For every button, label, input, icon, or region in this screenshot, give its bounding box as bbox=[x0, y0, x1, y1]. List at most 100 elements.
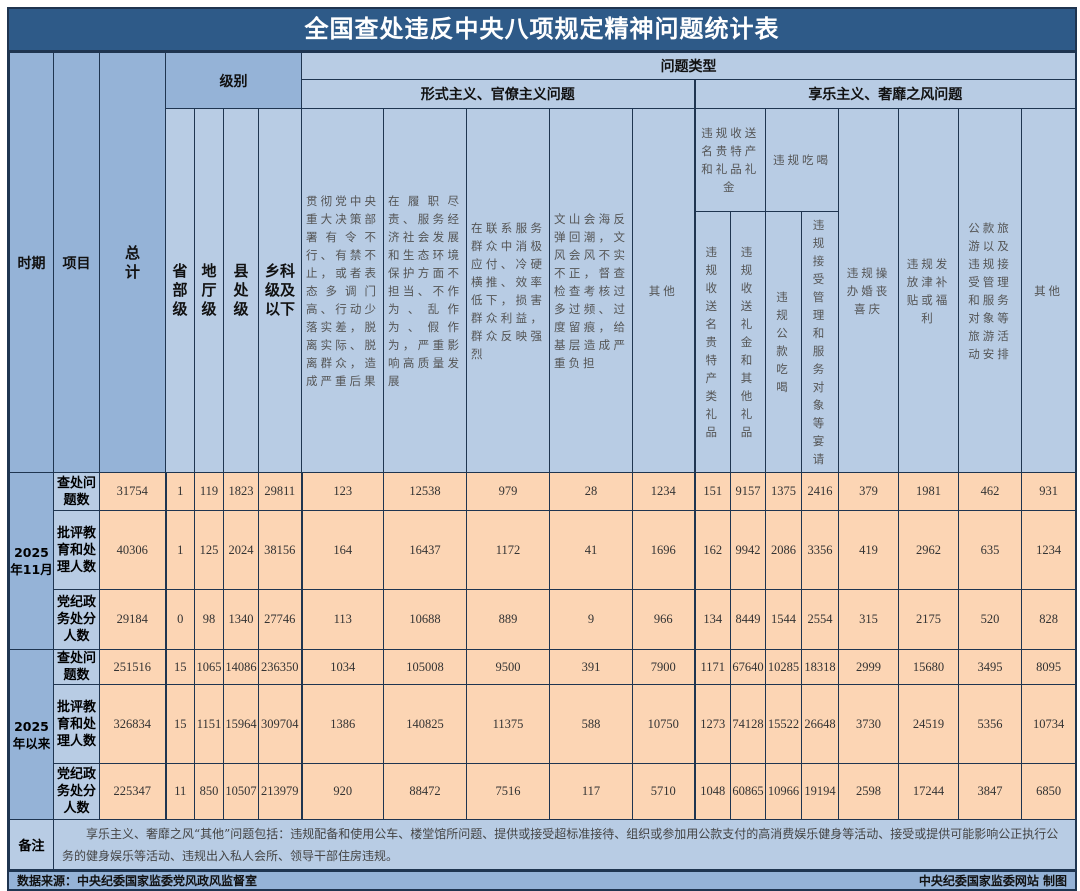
table-cell: 3730 bbox=[838, 684, 899, 764]
header-formalism-col: 其他 bbox=[632, 108, 695, 473]
header-hedonism-col: 违规发放津补贴或福利 bbox=[898, 108, 959, 473]
table-cell: 26648 bbox=[801, 684, 839, 764]
header-total: 总计 bbox=[99, 52, 166, 473]
header-item: 项目 bbox=[53, 52, 100, 473]
table-cell: 12538 bbox=[383, 472, 467, 511]
header-hedonism-col: 违规操办婚丧喜庆 bbox=[838, 108, 899, 473]
table-row: 批评教育和处理人数 40306 1 125 2024 38156 164 16437 1172 4… bbox=[10, 510, 1077, 590]
table-cell: 1172 bbox=[466, 510, 550, 590]
data-source: 数据来源：中央纪委国家监委党风政风监督室 bbox=[17, 874, 258, 888]
table-cell: 15680 bbox=[898, 649, 959, 685]
note-label: 备注 bbox=[9, 819, 54, 870]
table-cell: 966 bbox=[632, 589, 695, 650]
header-level-township: 乡科级及以下 bbox=[258, 108, 302, 473]
table-cell: 11375 bbox=[466, 684, 550, 764]
stats-table-container: 全国查处违反中央八项规定精神问题统计表 时期 项目 总计 级别 问题类型 形式主… bbox=[7, 7, 1077, 891]
table-cell: 31754 bbox=[99, 472, 166, 511]
table-cell: 920 bbox=[300, 763, 384, 820]
table-cell: 10750 bbox=[632, 684, 695, 764]
table-cell: 1273 bbox=[693, 684, 731, 764]
table-cell: 28 bbox=[549, 472, 633, 511]
table-cell: 931 bbox=[1020, 472, 1077, 511]
table-cell: 134 bbox=[693, 589, 731, 650]
table-cell: 9500 bbox=[466, 649, 550, 685]
table-row: 批评教育和处理人数 326834 15 1151 15964 309704 1386 1408… bbox=[10, 684, 1077, 764]
table-cell: 1386 bbox=[300, 684, 384, 764]
table-cell: 2598 bbox=[838, 763, 899, 820]
table-cell: 105008 bbox=[383, 649, 467, 685]
note-row: 备注 享乐主义、奢靡之风“其他”问题包括：违规配备和使用公车、楼堂馆所问题、提供或… bbox=[9, 819, 1077, 870]
table-cell: 309704 bbox=[258, 684, 302, 764]
table-cell: 27746 bbox=[258, 589, 302, 650]
table-cell: 9157 bbox=[730, 472, 766, 511]
table-row: 2025年以来 查处问题数 251516 15 1065 14086 236350 1034 1… bbox=[9, 649, 1077, 820]
table-cell: 1544 bbox=[765, 589, 802, 650]
table-cell: 1171 bbox=[693, 649, 731, 685]
table-cell: 1 bbox=[164, 472, 195, 511]
table-cell: 15 bbox=[164, 684, 195, 764]
header-problem-type: 问题类型 bbox=[300, 52, 1077, 80]
table-cell: 40306 bbox=[99, 510, 166, 590]
period-label: 2025年以来 bbox=[9, 649, 54, 820]
row-item-label: 党纪政务处分人数 bbox=[53, 589, 100, 650]
footer: 数据来源：中央纪委国家监委党风政风监督室 中央纪委国家监委网站 制图 bbox=[9, 870, 1075, 889]
table-cell: 10285 bbox=[765, 649, 802, 685]
table-cell: 236350 bbox=[258, 649, 302, 685]
table-cell: 88472 bbox=[383, 763, 467, 820]
table-cell: 2554 bbox=[801, 589, 839, 650]
table-cell: 29184 bbox=[99, 589, 166, 650]
header-level-prefecture: 地厅级 bbox=[194, 108, 224, 473]
table-cell: 315 bbox=[838, 589, 899, 650]
table-cell: 2999 bbox=[838, 649, 899, 685]
table-cell: 117 bbox=[549, 763, 633, 820]
table-cell: 125 bbox=[194, 510, 224, 590]
table-cell: 1823 bbox=[223, 472, 259, 511]
header-period: 时期 bbox=[9, 52, 54, 473]
table-cell: 2416 bbox=[801, 472, 839, 511]
table-cell: 8449 bbox=[730, 589, 766, 650]
header-gifts-sub: 违规收送礼金和其他礼品 bbox=[730, 211, 766, 473]
table-cell: 1234 bbox=[632, 472, 695, 511]
table-cell: 3356 bbox=[801, 510, 839, 590]
header-dining-sub: 违规接受管理和服务对象等宴请 bbox=[801, 211, 839, 473]
table-row: 2025年11月 查处问题数 31754 1 119 1823 29811 123 12538 9… bbox=[9, 472, 1077, 650]
header-hedonism-col: 公款旅游以及违规接受管理和服务对象等旅游活动安排 bbox=[958, 108, 1022, 473]
table-cell: 0 bbox=[164, 589, 195, 650]
table-cell: 19194 bbox=[801, 763, 839, 820]
table-cell: 1034 bbox=[300, 649, 384, 685]
table-cell: 10688 bbox=[383, 589, 467, 650]
header-formalism: 形式主义、官僚主义问题 bbox=[301, 79, 695, 109]
table-cell: 18318 bbox=[801, 649, 839, 685]
table-cell: 462 bbox=[958, 472, 1022, 511]
header-formalism-col: 在联系服务群众中消极应付、冷硬横推、效率低下，损害群众利益，群众反映强烈 bbox=[466, 108, 550, 473]
header-formalism-col: 文山会海反弹回潮，文风会风不实不正，督查检查考核过多过频、过度留痕，给基层造成严… bbox=[549, 108, 633, 473]
table-cell: 889 bbox=[466, 589, 550, 650]
table-cell: 1 bbox=[164, 510, 195, 590]
table-cell: 113 bbox=[300, 589, 384, 650]
table-cell: 379 bbox=[838, 472, 899, 511]
table-cell: 850 bbox=[194, 763, 224, 820]
table-cell: 10966 bbox=[765, 763, 802, 820]
row-item-label: 查处问题数 bbox=[53, 649, 100, 685]
period-label: 2025年11月 bbox=[9, 472, 54, 650]
table-cell: 74128 bbox=[730, 684, 766, 764]
table-row: 党纪政务处分人数 225347 11 850 10507 213979 920 88472 75… bbox=[10, 763, 1077, 820]
table-cell: 7516 bbox=[466, 763, 550, 820]
table-cell: 29811 bbox=[258, 472, 302, 511]
header-formalism-col: 贯彻党中央重大决策部署有令不行、有禁不止，或者表态多调门高、行动少落实差，脱离实… bbox=[301, 108, 384, 473]
credit: 中央纪委国家监委网站 制图 bbox=[918, 874, 1067, 888]
table-cell: 979 bbox=[466, 472, 550, 511]
table-cell: 15 bbox=[164, 649, 195, 685]
table-cell: 38156 bbox=[258, 510, 302, 590]
table-cell: 41 bbox=[549, 510, 633, 590]
table-row: 党纪政务处分人数 29184 0 98 1340 27746 113 10688 889 9 966… bbox=[10, 589, 1077, 650]
table-cell: 213979 bbox=[258, 763, 302, 820]
row-item-label: 查处问题数 bbox=[53, 472, 100, 511]
table-cell: 828 bbox=[1020, 589, 1077, 650]
table-cell: 9 bbox=[549, 589, 633, 650]
table-cell: 419 bbox=[838, 510, 899, 590]
table-cell: 391 bbox=[549, 649, 633, 685]
table-cell: 119 bbox=[194, 472, 224, 511]
table-cell: 98 bbox=[194, 589, 224, 650]
header-formalism-col: 在履职尽责、服务经济社会发展和生态环境保护方面不担当、不作为、乱作为、假作为，严… bbox=[383, 108, 467, 473]
